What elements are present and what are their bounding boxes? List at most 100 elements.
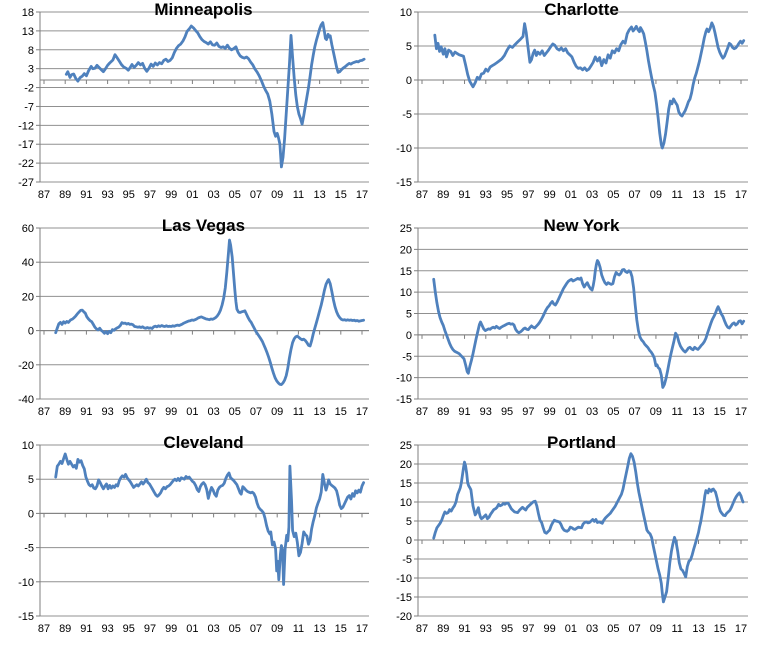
x-tick-label: 07 [629,189,641,201]
x-tick-label: 13 [313,189,325,201]
x-tick-label: 95 [123,189,135,201]
x-tick-label: 07 [629,406,641,418]
y-tick-label: -10 [396,143,412,155]
x-tick-label: 11 [293,189,304,201]
x-tick-label: 01 [565,623,577,635]
x-tick-label: 97 [144,189,156,201]
x-tick-label: 17 [356,189,368,201]
y-tick-label: -10 [396,373,412,385]
x-tick-label: 17 [735,189,747,201]
x-tick-label: 05 [229,623,241,635]
plot-area-charlotte: 10 5 0 -5 -10 -15 87 89 91 93 95 97 99 01 03 05 07 09 11 13… [396,7,748,201]
x-tick-label: 05 [229,189,241,201]
x-tick-label: 09 [650,189,662,201]
y-tick-label: 5 [406,309,412,321]
chart-cleveland: 10 5 0 -5 -10 -15 87 89 91 93 95 97 99 01 03 05 07 09 11 13… [0,433,378,650]
x-tick-label: 03 [207,623,219,635]
x-tick-label: 99 [165,406,177,418]
x-tick-label: 05 [229,406,241,418]
x-tick-label: 87 [416,623,428,635]
x-tick-label: 09 [650,623,662,635]
y-tick-label: -12 [18,120,34,132]
y-tick-label: 60 [22,223,34,235]
y-tick-label: -20 [396,611,412,623]
x-tick-label: 97 [522,406,534,418]
series-line [54,238,366,387]
x-tick-label: 89 [59,406,71,418]
x-tick-label: 03 [207,189,219,201]
y-tick-label: 25 [400,223,412,235]
y-tick-label: 3 [28,64,34,76]
y-tick-label: 13 [22,26,34,38]
chart-portland: 25 20 15 10 5 0 -5 -10 -15 -20 87 89 91 93 95 97 99 01 03 0… [378,433,757,650]
x-tick-label: 15 [335,189,347,201]
x-tick-label: 89 [437,189,449,201]
x-tick-label: 99 [543,189,555,201]
chart-title-charlotte: Charlotte [544,0,619,19]
x-tick-label: 99 [165,623,177,635]
y-tick-label: 5 [406,41,412,53]
y-tick-label: -5 [24,543,34,555]
series-line [432,259,746,389]
y-tick-label: 0 [406,75,412,87]
x-tick-label: 17 [735,623,747,635]
y-tick-label: -7 [24,101,34,113]
series-line [432,452,745,604]
x-tick-label: 89 [59,623,71,635]
x-tick-label: 93 [101,189,113,201]
x-tick-label: 87 [38,623,50,635]
y-tick-label: -15 [396,177,412,189]
chart-las-vegas: 60 40 20 0 -20 -40 87 89 91 93 95 97 99 01 03 05 07 09 11 1… [0,216,378,433]
x-tick-label: 95 [123,623,135,635]
x-tick-label: 03 [586,406,598,418]
x-tick-label: 87 [416,406,428,418]
y-tick-label: 0 [406,535,412,547]
y-tick-label: -2 [24,83,34,95]
plot-area-las-vegas: 60 40 20 0 -20 -40 87 89 91 93 95 97 99 01 03 05 07 09 11 1… [18,223,369,418]
y-tick-label: -5 [402,554,412,566]
y-tick-label: 5 [28,474,34,486]
y-tick-label: -27 [18,177,34,189]
x-tick-label: 01 [565,406,577,418]
x-tick-label: 91 [80,189,92,201]
x-tick-label: 11 [671,406,682,418]
y-tick-label: -15 [396,592,412,604]
x-tick-label: 15 [335,406,347,418]
x-tick-label: 93 [480,189,492,201]
x-tick-label: 95 [501,623,513,635]
x-tick-label: 91 [80,623,92,635]
x-tick-label: 13 [313,406,325,418]
y-tick-label: 10 [400,497,412,509]
x-tick-label: 15 [714,406,726,418]
chart-new-york: 25 20 15 10 5 0 -5 -10 -15 87 89 91 93 95 97 99 01 03 05 07… [378,216,757,433]
y-tick-label: -5 [402,109,412,121]
x-tick-label: 05 [607,623,619,635]
y-tick-label: 20 [400,459,412,471]
x-tick-label: 09 [650,406,662,418]
x-tick-label: 17 [735,406,747,418]
x-tick-label: 17 [356,623,368,635]
x-tick-label: 01 [186,189,198,201]
y-tick-label: -40 [18,394,34,406]
plot-area-minneapolis: 18 13 8 3 -2 -7 -12 -17 -22 -27 87 89 91 93 95 97 99 01 03… [18,7,369,201]
y-tick-label: -15 [18,611,34,623]
chart-title-portland: Portland [547,433,616,452]
y-tick-label: 40 [22,257,34,269]
y-tick-label: -15 [396,394,412,406]
x-tick-label: 13 [692,189,704,201]
x-tick-label: 89 [437,623,449,635]
y-tick-label: 20 [22,291,34,303]
x-tick-label: 91 [458,189,470,201]
y-tick-label: 5 [406,516,412,528]
x-tick-label: 09 [271,406,283,418]
chart-title-cleveland: Cleveland [163,433,244,452]
x-tick-label: 91 [458,623,470,635]
x-tick-label: 93 [480,406,492,418]
x-tick-label: 05 [607,406,619,418]
y-tick-label: 8 [28,45,34,57]
x-tick-label: 09 [271,189,283,201]
x-tick-label: 93 [101,406,113,418]
x-tick-label: 03 [207,406,219,418]
x-tick-label: 99 [543,406,555,418]
